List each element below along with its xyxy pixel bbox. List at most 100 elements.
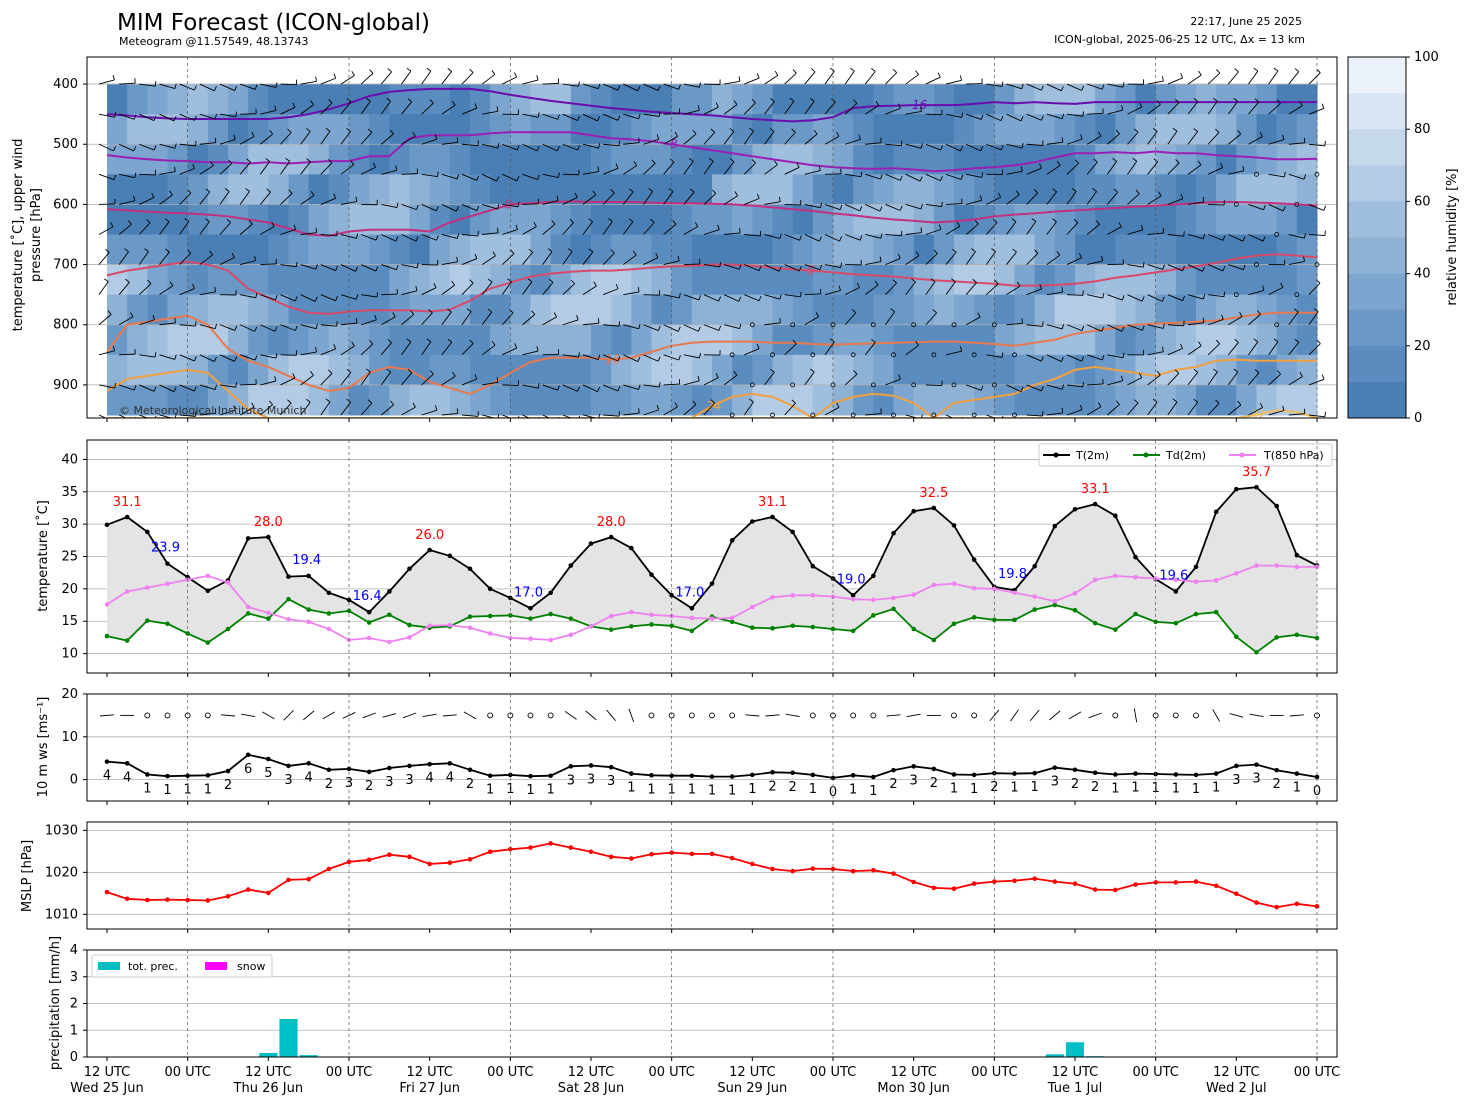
humidity-cell (1216, 84, 1237, 115)
windspeed-point (911, 764, 916, 769)
humidity-cell (187, 384, 209, 416)
wind-barb-staff (502, 229, 518, 235)
humidity-cell (792, 204, 814, 235)
wind-barb-staff (1106, 191, 1119, 205)
t850-point (124, 589, 130, 594)
t2m-point (709, 581, 715, 586)
wind-barb-flag (428, 309, 433, 314)
humidity-cell (228, 294, 249, 326)
humidity-cell (1175, 144, 1197, 175)
wind-barb-staff (885, 282, 897, 295)
wind-barb-staff (1248, 70, 1259, 85)
wind-barb-staff (401, 372, 413, 386)
humidity-cell (228, 84, 249, 115)
humidity-cell (691, 204, 713, 235)
humidity-cell (631, 84, 652, 115)
wind-barb-flag (898, 374, 901, 380)
humidity-cell (631, 354, 652, 386)
humidity-cell (1075, 354, 1096, 386)
calm-wind-marker (911, 322, 917, 328)
humidity-cell (671, 324, 693, 356)
t850-point (608, 613, 614, 619)
wind-barb-flag (734, 191, 738, 196)
wind-barb-staff (159, 171, 176, 175)
wind-barb-flag (932, 309, 937, 314)
humidity-cell (1175, 264, 1197, 296)
wind-barb-flag (879, 206, 883, 212)
t850-point (548, 637, 553, 643)
wind-barb-flag (416, 204, 419, 210)
surface-wind-barb (1068, 711, 1082, 720)
humidity-cell (207, 114, 229, 145)
t850-point (286, 616, 291, 622)
wind-barb-staff (1288, 71, 1300, 85)
precip-bar (1065, 1042, 1085, 1057)
humidity-cell (853, 174, 874, 205)
wind-barb-flag (274, 376, 277, 382)
wind-barb-staff (724, 324, 740, 330)
humidity-cell (187, 174, 209, 205)
colorbar-band (1348, 57, 1406, 94)
wind-barb-staff (401, 341, 412, 356)
t2m-point (608, 534, 614, 540)
wind-barb-flag (733, 100, 738, 105)
td2m-point (366, 620, 372, 625)
humidity-cell (1256, 234, 1278, 266)
wind-barb-flag (174, 143, 177, 149)
colorbar-outline (1347, 56, 1407, 419)
wind-barb-flag (474, 103, 478, 109)
wind-barb-flag (228, 159, 233, 164)
humidity-cell (631, 234, 652, 266)
humidity-cell (490, 384, 511, 416)
wind-barb-staff (401, 203, 417, 211)
wind-barb-flag (295, 261, 298, 267)
humidity-cell (328, 204, 350, 235)
humidity-cell (490, 174, 511, 205)
wind-barb-staff (1167, 401, 1178, 416)
wind-barb-staff (300, 374, 314, 386)
t2m-point (548, 590, 553, 596)
humidity-cell (611, 84, 632, 115)
wind-barb-staff (723, 131, 735, 145)
wind-barb-flag (245, 188, 250, 192)
wind-barb-staff (582, 113, 598, 122)
wind-barb-flag (897, 253, 901, 259)
wind-barb-staff (441, 142, 458, 145)
wind-barb-flag (1161, 296, 1165, 302)
wind-barb-flag (1234, 68, 1239, 73)
t2m-point (1133, 554, 1138, 560)
wind-barb-staff (260, 133, 273, 145)
wind-barb-staff (401, 234, 417, 242)
colorbar-tick-label: 20 (1414, 339, 1431, 354)
tmin-label: 19.6 (1159, 568, 1188, 583)
wind-barb-flag (491, 341, 496, 346)
humidity-cell (631, 114, 652, 145)
tmin-label: 19.4 (292, 553, 321, 568)
humidity-cell (833, 234, 854, 266)
humidity-cell (853, 144, 874, 175)
wind-barb-flag (294, 296, 298, 302)
humidity-cell (389, 384, 410, 416)
mslp-point (830, 866, 836, 872)
wind-barb-flag (1321, 103, 1325, 109)
wind-barb-flag (739, 264, 742, 270)
wind-barb-flag (576, 314, 579, 321)
wind-barb-flag (516, 176, 520, 181)
wind-barb-flag (456, 137, 459, 143)
wind-barb-flag (694, 222, 699, 227)
humidity-cell (449, 114, 471, 145)
wind-barb-flag (617, 356, 621, 362)
humidity-cell (389, 84, 410, 115)
wind-barb-staff (1167, 77, 1183, 85)
t2m-point (1173, 589, 1179, 594)
wind-barb-staff (602, 384, 619, 392)
wind-barb-staff (986, 354, 1003, 358)
wind-barb-staff (522, 251, 534, 265)
wind-barb-staff (1268, 373, 1281, 386)
isotherm-label: 16 (605, 353, 621, 367)
mslp-point (629, 856, 634, 861)
windspeed-point (1012, 771, 1017, 776)
wind-barb-flag (415, 285, 418, 291)
wind-barb-flag (164, 218, 170, 223)
